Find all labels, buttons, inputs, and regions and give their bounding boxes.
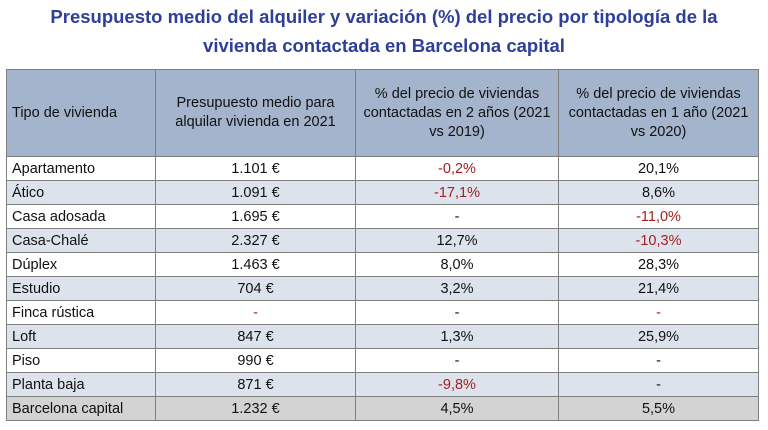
table-row: Planta baja 871 € -9,8% - (6, 372, 759, 397)
table-body: Apartamento 1.101 € -0,2% 20,1% Ático 1.091 €… (6, 156, 759, 421)
presupuesto-cell: 847 € (155, 324, 356, 349)
column-header-presupuesto: Presupuesto medio para alquilar vivienda… (155, 69, 356, 157)
chart-title-line-2: vivienda contactada en Barcelona capital (203, 35, 565, 56)
var-2-anos-cell: -0,2% (355, 156, 559, 181)
var-1-ano-cell: -10,3% (558, 228, 759, 253)
var-2-anos-cell: 12,7% (355, 228, 559, 253)
table-row: Finca rústica - - - (6, 300, 759, 325)
var-2-anos-cell: -9,8% (355, 372, 559, 397)
header-row: Tipo de vivienda Presupuesto medio para … (6, 69, 759, 157)
var-1-ano-cell: - (558, 372, 759, 397)
presupuesto-cell: 704 € (155, 276, 356, 301)
presupuesto-cell: 871 € (155, 372, 356, 397)
tipo-cell: Finca rústica (6, 300, 156, 325)
var-2-anos-cell: 4,5% (355, 396, 559, 421)
var-1-ano-cell: -11,0% (558, 204, 759, 229)
total-row: Barcelona capital 1.232 €4,5% 5,5% (6, 396, 759, 421)
var-1-ano-cell: 25,9% (558, 324, 759, 349)
var-1-ano-cell: - (558, 300, 759, 325)
var-1-ano-cell: 28,3% (558, 252, 759, 277)
column-header-tipo: Tipo de vivienda (6, 69, 156, 157)
var-2-anos-cell: 8,0% (355, 252, 559, 277)
column-header-var-1-ano: % del precio de viviendas contactadas en… (558, 69, 759, 157)
var-2-anos-cell: -17,1% (355, 180, 559, 205)
tipo-cell: Barcelona capital (6, 396, 156, 421)
presupuesto-cell: 1.695 € (155, 204, 356, 229)
presupuesto-cell: 1.232 € (155, 396, 356, 421)
tipo-cell: Ático (6, 180, 156, 205)
chart-title: Presupuesto medio del alquiler y variaci… (0, 2, 768, 60)
tipo-cell: Casa-Chalé (6, 228, 156, 253)
presupuesto-cell: 1.463 € (155, 252, 356, 277)
tipo-cell: Piso (6, 348, 156, 373)
table-row: Loft 847 €1,3% 25,9% (6, 324, 759, 349)
presupuesto-cell: 1.101 € (155, 156, 356, 181)
var-2-anos-cell: - (355, 300, 559, 325)
tipo-cell: Loft (6, 324, 156, 349)
table-row: Apartamento 1.101 € -0,2% 20,1% (6, 156, 759, 181)
table-row: Piso 990 € - - (6, 348, 759, 373)
data-table: Tipo de vivienda Presupuesto medio para … (6, 69, 759, 421)
chart-title-line-1: Presupuesto medio del alquiler y variaci… (50, 6, 718, 27)
var-2-anos-cell: 1,3% (355, 324, 559, 349)
var-2-anos-cell: - (355, 204, 559, 229)
table-row: Casa adosada 1.695 € - -11,0% (6, 204, 759, 229)
var-2-anos-cell: - (355, 348, 559, 373)
column-header-var-2-anos: % del precio de viviendas contactadas en… (355, 69, 559, 157)
var-1-ano-cell: 21,4% (558, 276, 759, 301)
var-2-anos-cell: 3,2% (355, 276, 559, 301)
var-1-ano-cell: 20,1% (558, 156, 759, 181)
tipo-cell: Planta baja (6, 372, 156, 397)
tipo-cell: Dúplex (6, 252, 156, 277)
var-1-ano-cell: 5,5% (558, 396, 759, 421)
table-row: Dúplex 1.463 €8,0% 28,3% (6, 252, 759, 277)
tipo-cell: Casa adosada (6, 204, 156, 229)
tipo-cell: Apartamento (6, 156, 156, 181)
table-row: Estudio 704 €3,2% 21,4% (6, 276, 759, 301)
table-row: Casa-Chalé 2.327 €12,7% -10,3% (6, 228, 759, 253)
presupuesto-cell: - (155, 300, 356, 325)
presupuesto-cell: 2.327 € (155, 228, 356, 253)
presupuesto-cell: 1.091 € (155, 180, 356, 205)
var-1-ano-cell: - (558, 348, 759, 373)
presupuesto-cell: 990 € (155, 348, 356, 373)
table-row: Ático 1.091 € -17,1% 8,6% (6, 180, 759, 205)
var-1-ano-cell: 8,6% (558, 180, 759, 205)
tipo-cell: Estudio (6, 276, 156, 301)
